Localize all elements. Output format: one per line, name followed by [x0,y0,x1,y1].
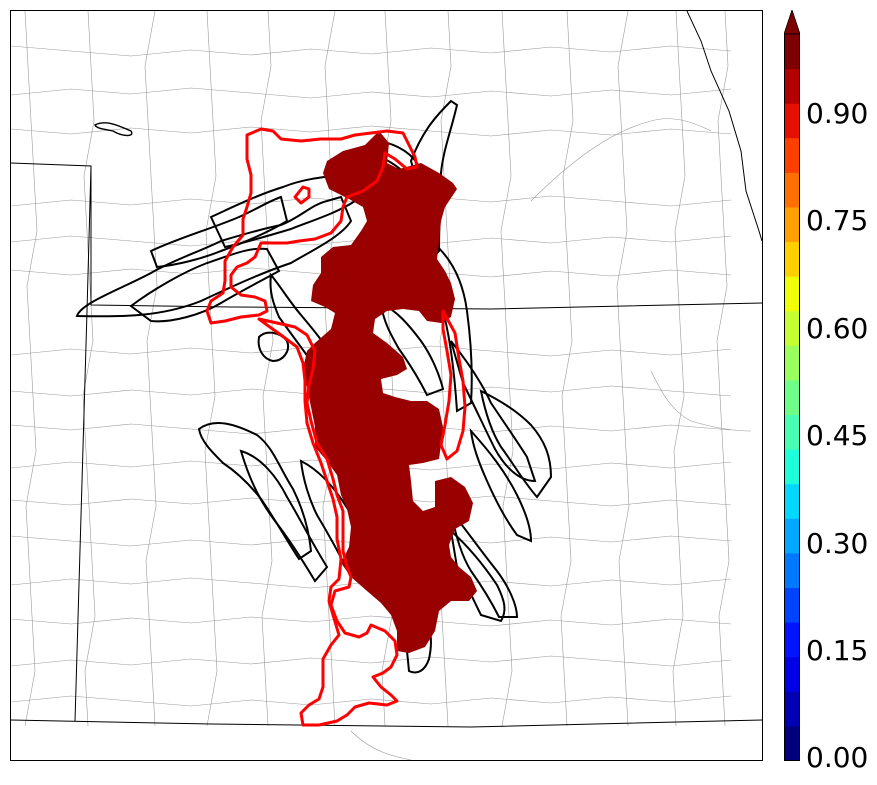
colorbar-tick-label: 0.45 [806,419,869,452]
ensemble-member-outline [450,340,537,483]
county-border [530,118,712,202]
map-canvas [11,11,762,760]
probability-fill [303,131,477,653]
county-border [11,45,732,57]
ensemble-member-outline [379,301,445,397]
colorbar-step [784,656,800,692]
colorbar-step [784,172,800,208]
colorbar-step [784,483,800,519]
county-border [560,11,574,727]
ensemble-member-outline [450,510,519,618]
county-border [204,11,218,727]
colorbar-step [784,206,800,243]
state-border-west [74,165,92,722]
colorbar-tick-label: 0.75 [806,204,869,237]
colorbar [784,10,800,761]
colorbar-step [784,103,800,139]
county-border [650,370,752,432]
colorbar-step [784,276,800,312]
colorbar-tick-label: 0.00 [806,741,869,774]
county-border [11,87,732,99]
observed-outline [205,127,467,727]
colorbar-extend-arrow [784,10,800,35]
colorbar-tick-label: 0.60 [806,312,869,345]
ensemble-member-outline [149,195,289,269]
ensemble-member-outline [197,422,313,561]
colorbar-frame [784,33,800,761]
county-border [11,695,732,707]
colorbar-step [784,379,800,416]
colorbar-step [784,449,800,485]
colorbar-step [784,345,800,381]
county-border [82,11,96,727]
county-border [144,11,158,727]
ensemble-member-outline [75,195,353,318]
river-border-east [686,11,762,242]
county-border [11,655,732,667]
ensemble-member-outline [469,427,533,543]
colorbar-step [784,725,800,761]
colorbar-step [784,691,800,727]
colorbar-steps [784,34,800,761]
colorbar-step [784,34,800,70]
colorbar-tick-label: 0.15 [806,634,869,667]
ensemble-member-outline [257,331,289,363]
colorbar-step [784,552,800,589]
colorbar-tick-label: 0.30 [806,527,869,560]
colorbar-step [784,414,800,450]
ensemble-member-outline [479,389,553,499]
colorbar-tick-label: 0.90 [806,97,869,130]
ensemble-member-outline [129,247,281,323]
county-border [11,615,732,627]
county-border [11,125,732,137]
county-border [500,11,514,727]
colorbar-step [784,137,800,173]
map-panel [10,10,763,761]
colorbar-step [784,310,800,346]
county-border [350,730,412,760]
county-border [716,11,730,727]
county-border [672,11,686,727]
colorbar-step [784,587,800,623]
ensemble-member-outline [239,449,329,583]
colorbar-step [784,68,800,104]
state-border-south [11,719,762,728]
county-border [616,11,630,727]
colorbar-step [784,622,800,658]
colorbar-step [784,241,800,277]
state-border-north [11,162,762,310]
colorbar-step [784,518,800,554]
state-borders [11,11,762,728]
lake-outline [94,122,133,137]
county-border [24,11,38,727]
